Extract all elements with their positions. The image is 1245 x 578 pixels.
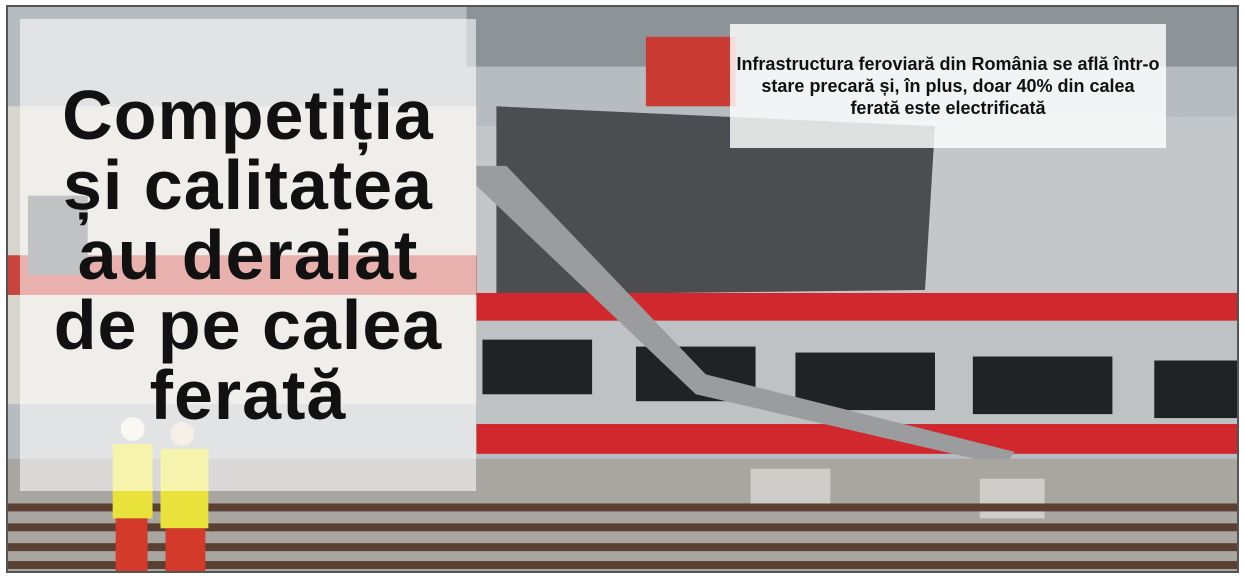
rail-3 (8, 543, 1237, 552)
rail-4 (8, 561, 1237, 570)
caption-text: Infrastructura feroviară din România se … (736, 54, 1160, 118)
caption-box: Infrastructura feroviară din România se … (730, 24, 1166, 148)
car-red-stripe-upper (476, 292, 1237, 321)
exposed-machinery (496, 106, 935, 295)
rail-1 (8, 503, 1237, 512)
car-window-4 (972, 356, 1113, 415)
car-window-3 (795, 352, 935, 411)
car-window-1 (482, 339, 593, 395)
article-photo-frame: Competiția și calitatea au deraiat de pe… (6, 5, 1239, 573)
concrete-block-1 (750, 468, 831, 509)
red-truck (645, 36, 736, 107)
headline-panel: Competiția și calitatea au deraiat de pe… (20, 19, 476, 491)
rail-2 (8, 523, 1237, 532)
headline: Competiția și calitatea au deraiat de pe… (53, 76, 443, 434)
car-window-5 (1154, 360, 1237, 419)
fallen-catenary-mast (476, 165, 1015, 466)
concrete-block-2 (979, 478, 1045, 519)
